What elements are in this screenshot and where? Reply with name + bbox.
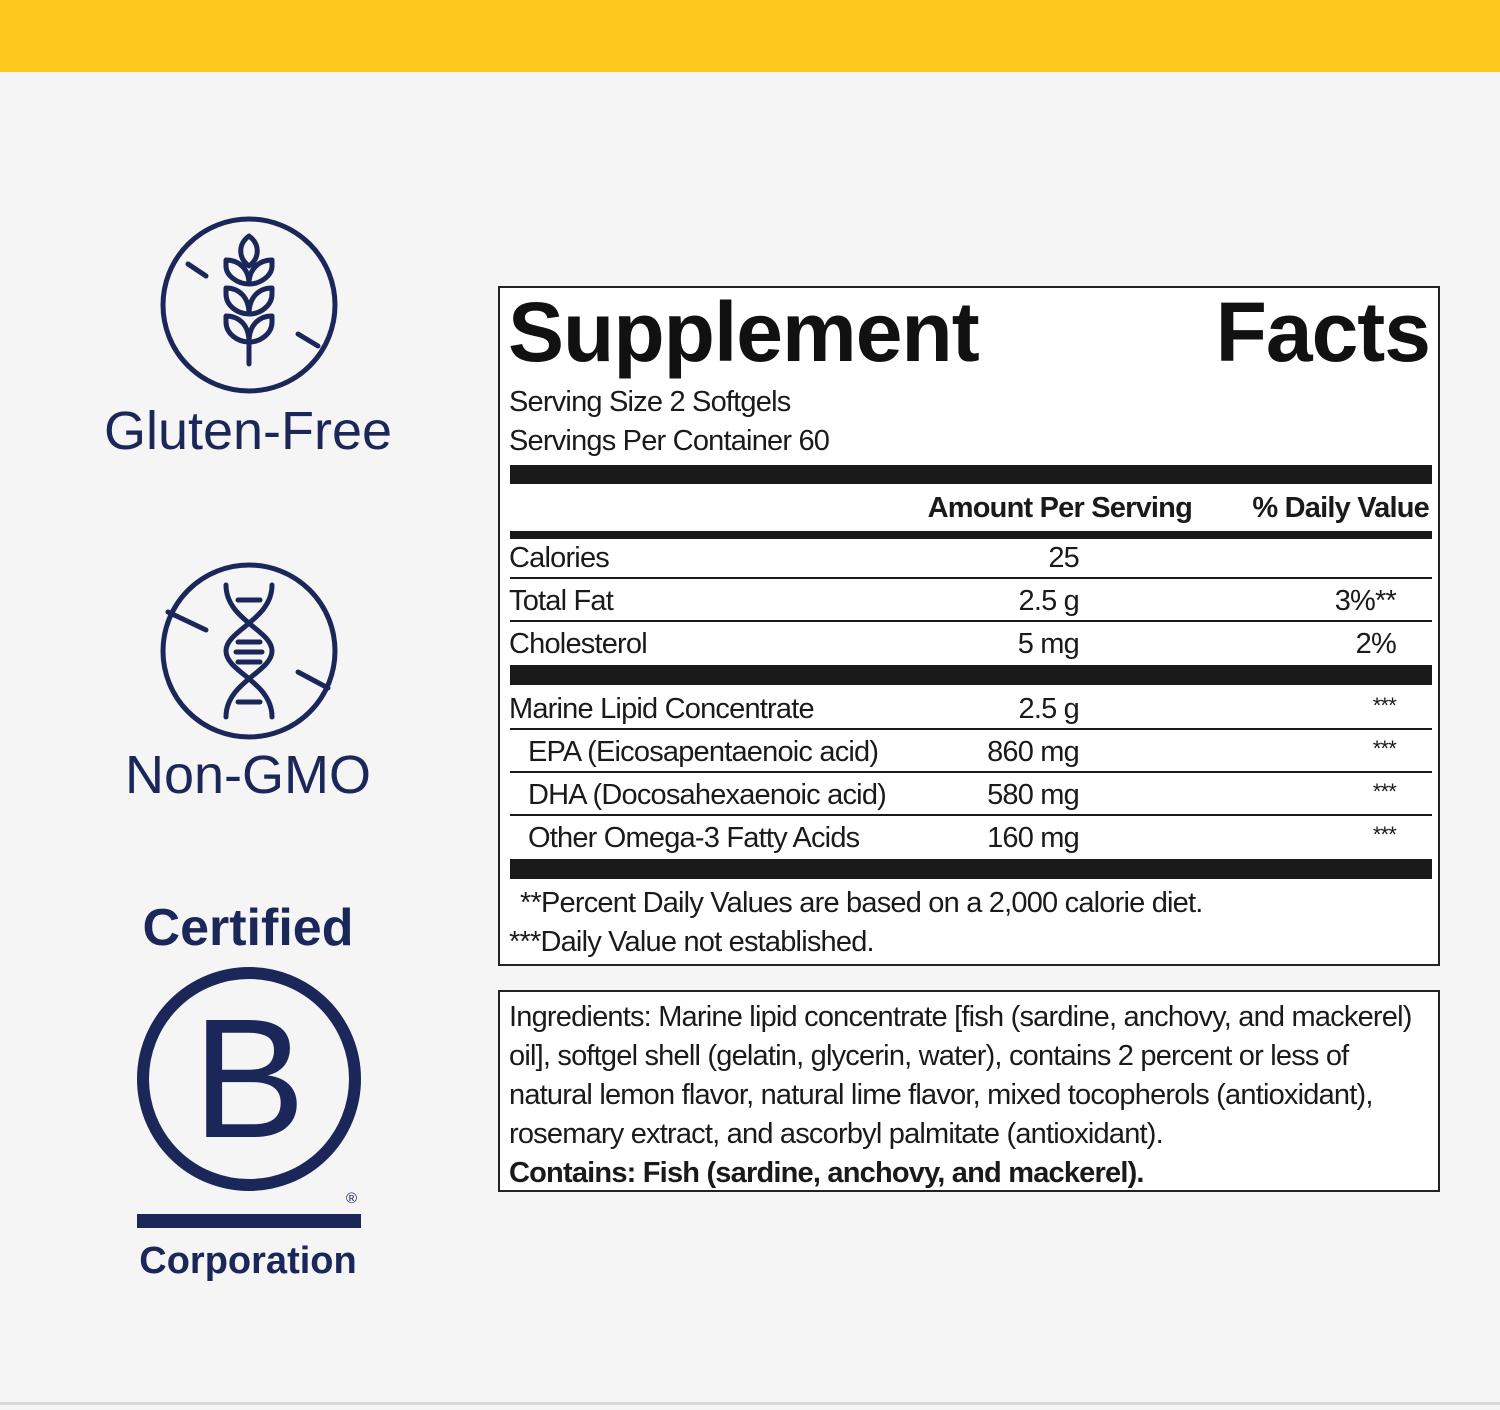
fact-name: Total Fat — [509, 585, 614, 617]
servings-per-container: Servings Per Container 60 — [509, 425, 830, 457]
bottom-border — [0, 1402, 1500, 1405]
fact-daily-value: *** — [1372, 693, 1397, 718]
row-divider — [510, 771, 1432, 773]
fact-amount: 2.5 g — [1018, 585, 1080, 617]
fact-name: Other Omega-3 Fatty Acids — [528, 822, 860, 854]
non-gmo-label: Non-GMO — [124, 745, 372, 805]
non-gmo-dna-icon — [160, 562, 338, 740]
supplement-facts-panel: Supplement Facts Serving Size 2 Softgels … — [498, 286, 1440, 966]
fact-name: Marine Lipid Concentrate — [509, 693, 815, 725]
medium-divider — [510, 531, 1432, 539]
corporation-label: Corporation — [139, 1240, 357, 1282]
b-corp-divider — [137, 1214, 361, 1228]
fact-amount: 160 mg — [987, 822, 1080, 854]
fact-amount: 5 mg — [1017, 628, 1080, 660]
footnote-not-established: ***Daily Value not established. — [509, 926, 875, 958]
allergen-statement: Contains: Fish (sardine, anchovy, and ma… — [509, 1157, 1145, 1189]
row-divider — [510, 814, 1432, 816]
fact-daily-value: *** — [1372, 779, 1397, 804]
fact-amount: 860 mg — [987, 736, 1080, 768]
fact-amount: 580 mg — [987, 779, 1080, 811]
certified-label: Certified — [142, 899, 354, 957]
fact-name: Cholesterol — [509, 628, 648, 660]
col-dv-header: % Daily Value — [1252, 492, 1429, 524]
footnote-dv: **Percent Daily Values are based on a 2,… — [520, 887, 1203, 919]
facts-title: Supplement Facts — [508, 285, 1431, 379]
serving-size: Serving Size 2 Softgels — [509, 386, 791, 418]
b-corp-logo: B — [137, 967, 361, 1191]
fact-daily-value: *** — [1372, 822, 1397, 847]
fact-amount: 25 — [1048, 542, 1079, 574]
ingredients-text: Ingredients: Marine lipid concentrate [f… — [509, 1001, 1412, 1150]
fact-daily-value: 3%** — [1334, 585, 1397, 617]
row-divider — [510, 577, 1432, 579]
top-banner — [0, 0, 1500, 72]
fact-daily-value: *** — [1372, 736, 1397, 761]
fact-name: Calories — [509, 542, 610, 574]
thick-divider — [510, 665, 1432, 685]
thick-divider — [510, 859, 1432, 879]
gluten-free-label: Gluten-Free — [103, 401, 393, 461]
title-word-2: Facts — [1215, 285, 1431, 379]
fact-amount: 2.5 g — [1018, 693, 1080, 725]
col-amount-header: Amount Per Serving — [927, 492, 1193, 524]
title-word-1: Supplement — [508, 285, 980, 379]
registered-mark: ® — [346, 1190, 358, 1207]
gluten-free-wheat-icon — [160, 216, 338, 394]
fact-name: DHA (Docosahexaenoic acid) — [528, 779, 887, 811]
fact-name: EPA (Eicosapentaenoic acid) — [528, 736, 879, 768]
row-divider — [510, 728, 1432, 730]
row-divider — [510, 620, 1432, 622]
ingredients-panel: Ingredients: Marine lipid concentrate [f… — [498, 990, 1440, 1192]
fact-daily-value: 2% — [1355, 628, 1397, 660]
b-corp-letter: B — [192, 984, 306, 1174]
thick-divider — [510, 465, 1432, 484]
